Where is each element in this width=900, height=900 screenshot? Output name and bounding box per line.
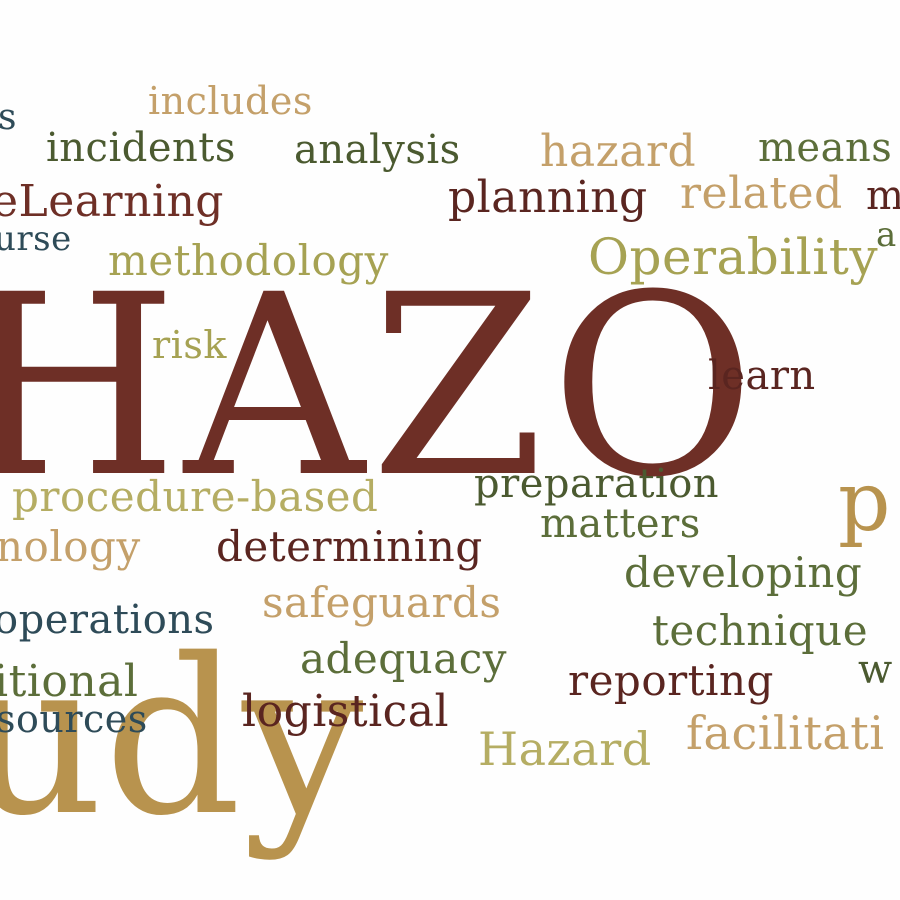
word-hazard-cap: Hazard [478,722,652,776]
word-logistical: logistical [242,686,450,737]
word-hazop: HAZO [0,241,762,532]
word-adequacy: adequacy [300,634,508,683]
word-m-fragment: m [866,173,900,219]
word-planning: planning [448,172,648,223]
word-urse: urse [0,219,72,259]
word-procedure-based: procedure-based [12,472,379,521]
word-reporting: reporting [568,656,774,705]
word-p-fragment: p [838,455,891,550]
word-itional: itional [0,656,139,707]
word-techniques: technique [652,606,869,655]
word-facilitation: facilitati [686,706,885,760]
word-learn: learn [708,353,816,399]
word-a-fragment: a [876,215,897,255]
word-w-fragment: w [858,647,893,693]
word-includes: includes [148,79,313,123]
word-operability: Operability [588,228,879,286]
word-sources: sources [0,697,148,741]
word-means: means [758,125,893,171]
word-risk: risk [152,323,227,367]
word-methodology: methodology [108,236,389,285]
word-incidents: incidents [46,125,236,171]
word-operations: operations [0,597,215,643]
word-matters: matters [540,501,701,547]
word-safeguards: safeguards [262,578,502,627]
word-determining: determining [216,522,483,571]
word-developing: developing [624,548,863,597]
word-analysis: analysis [294,127,461,173]
word-preparation: preparation [474,461,720,507]
word-nology: nology [0,522,141,571]
word-s-fragment: s [0,97,17,138]
word-hazard-lower: hazard [540,126,697,177]
word-elearning: eLearning [0,176,224,227]
word-related: related [680,168,843,219]
word-udy: udy [0,612,365,863]
